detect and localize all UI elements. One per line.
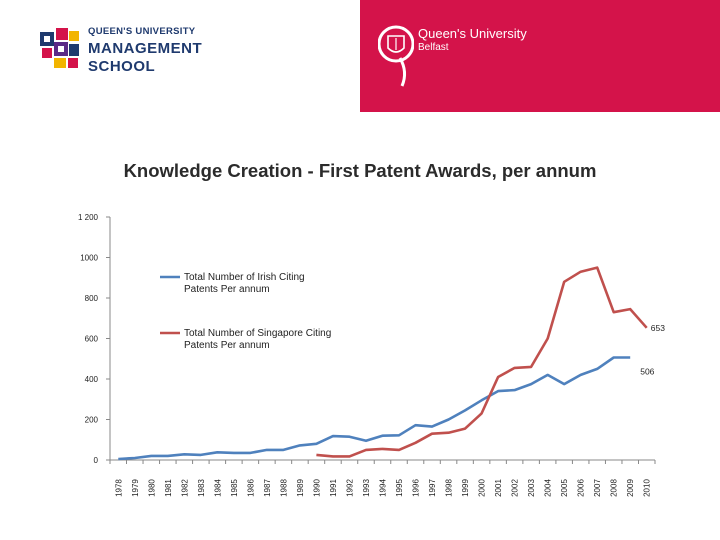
qub-logo-line1: Queen's University: [418, 26, 527, 41]
header-band: [360, 0, 720, 112]
x-tick-label: 2010: [643, 479, 652, 497]
x-tick-label: 1996: [412, 479, 421, 497]
series-lines: [118, 266, 648, 461]
qub-logo: Queen's University Belfast: [378, 20, 528, 100]
y-axis: 0 200 400 600 800 1000 1 200: [78, 213, 111, 465]
y-tick-label: 0: [94, 456, 99, 465]
chart-title: Knowledge Creation - First Patent Awards…: [123, 160, 597, 181]
x-tick-label: 1980: [147, 479, 156, 497]
x-tick-label: 2001: [494, 479, 503, 497]
x-tick-label: 1992: [345, 479, 354, 497]
x-tick-label: 1987: [263, 479, 272, 497]
qub-crest-icon: [378, 25, 414, 87]
qms-logo-line3: SCHOOL: [88, 58, 156, 75]
series-end-label-0: 506: [640, 367, 654, 377]
qub-logo-line2: Belfast: [418, 42, 449, 53]
x-tick-label: 2006: [577, 479, 586, 497]
legend-label-1: Total Number of Singapore Citing: [184, 328, 331, 339]
x-tick-label: 1983: [197, 479, 206, 497]
x-axis: 1978 1979 1980 1981 1982 1983 1984 1985 1986 1987…: [109, 459, 656, 497]
x-tick-label: 2002: [511, 479, 520, 497]
qms-crest-icon: [40, 28, 79, 68]
x-tick-label: 1997: [428, 479, 437, 497]
y-tick-label: 400: [85, 375, 99, 384]
y-tick-label: 1 200: [78, 213, 99, 222]
x-tick-label: 1985: [230, 479, 239, 497]
x-tick-label: 2009: [626, 479, 635, 497]
x-tick-label: 1981: [164, 479, 173, 497]
legend-label-1: Patents Per annum: [184, 340, 270, 351]
x-tick-label: 2000: [478, 479, 487, 497]
y-tick-label: 600: [85, 335, 99, 344]
x-tick-label: 2007: [593, 479, 602, 497]
series-line-0: [118, 356, 631, 461]
y-tick-label: 1000: [80, 254, 98, 263]
x-tick-label: 1993: [362, 479, 371, 497]
x-tick-label: 2004: [544, 479, 553, 497]
x-tick-label: 1990: [312, 479, 321, 497]
x-tick-label: 1978: [114, 479, 123, 497]
x-tick-label: 1982: [180, 479, 189, 497]
x-tick-label: 1995: [395, 479, 404, 497]
qms-logo-line1: QUEEN'S UNIVERSITY: [88, 26, 196, 37]
x-tick-label: 1979: [131, 479, 140, 497]
x-tick-label: 2008: [610, 479, 619, 497]
qms-logo-line2: MANAGEMENT: [88, 40, 203, 57]
x-tick-label: 2005: [560, 479, 569, 497]
y-tick-label: 800: [85, 294, 99, 303]
x-tick-label: 1989: [296, 479, 305, 497]
y-tick-label: 200: [85, 416, 99, 425]
x-tick-label: 1994: [379, 479, 388, 497]
end-labels: 506 653: [640, 323, 665, 377]
legend-label-0: Total Number of Irish Citing: [184, 272, 305, 283]
x-tick-label: 1988: [279, 479, 288, 497]
x-tick-label: 1999: [461, 479, 470, 497]
qms-logo: QUEEN'S UNIVERSITY MANAGEMENT SCHOOL: [38, 22, 238, 82]
series-end-label-1: 653: [651, 323, 665, 333]
x-tick-label: 2003: [527, 479, 536, 497]
x-tick-label: 1998: [445, 479, 454, 497]
legend-label-0: Patents Per annum: [184, 284, 270, 295]
x-tick-label: 1984: [213, 479, 222, 497]
x-tick-label: 1991: [329, 479, 338, 497]
series-line-1: [316, 266, 648, 458]
x-tick-label: 1986: [246, 479, 255, 497]
